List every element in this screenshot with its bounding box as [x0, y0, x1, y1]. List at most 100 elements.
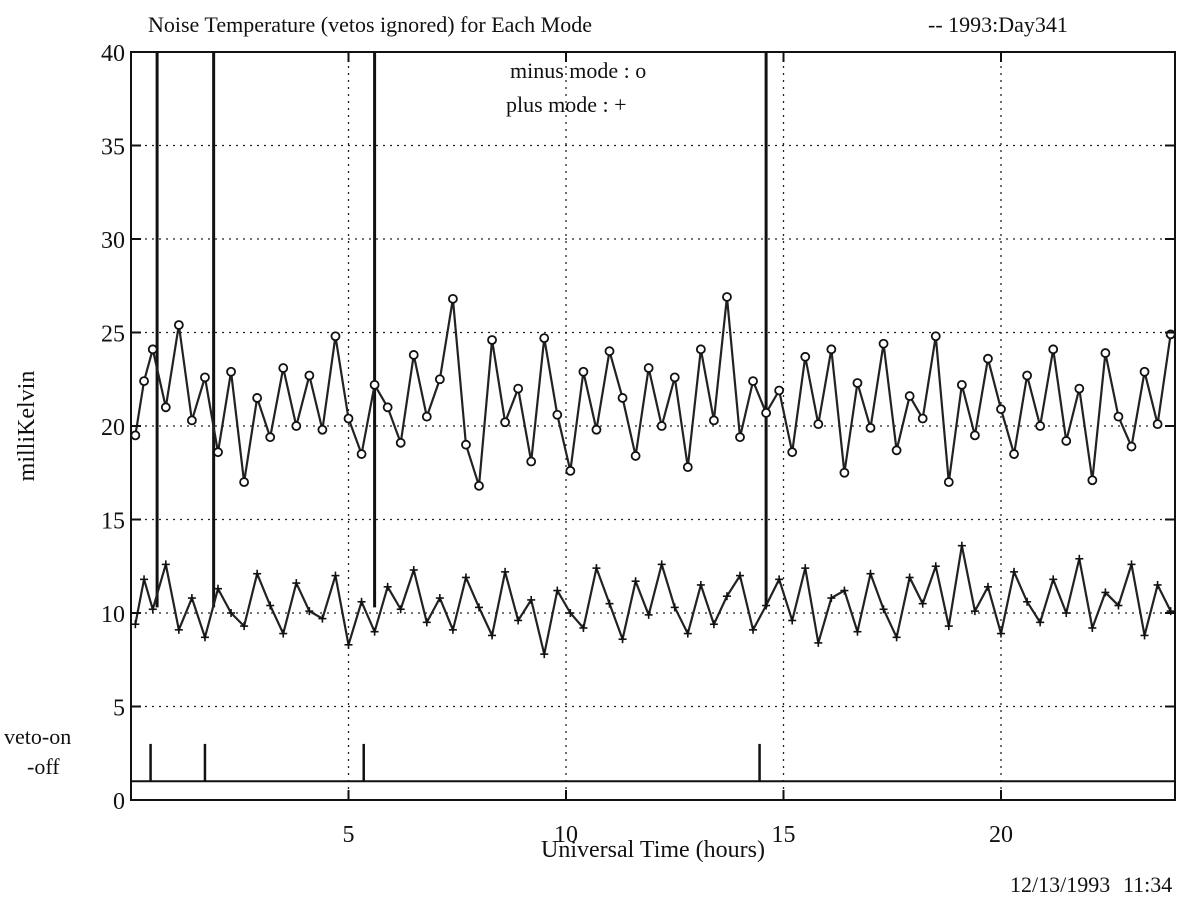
marker-circle	[735, 432, 745, 443]
marker-plus	[814, 638, 823, 647]
marker-plus	[161, 560, 170, 569]
marker-plus	[709, 620, 718, 629]
marker-plus	[1140, 631, 1149, 640]
marker-plus	[370, 627, 379, 636]
marker-plus	[970, 607, 979, 616]
marker-circle	[304, 370, 315, 381]
marker-circle	[1126, 441, 1137, 452]
marker-circle	[1061, 436, 1072, 446]
marker-circle	[578, 366, 589, 377]
marker-plus	[775, 575, 784, 584]
marker-plus	[801, 564, 810, 573]
marker-circle	[200, 372, 210, 383]
marker-plus	[540, 650, 549, 659]
marker-circle	[239, 477, 250, 488]
marker-circle	[130, 430, 141, 441]
marker-circle	[630, 451, 641, 461]
axis-ticks: 5 10 15 20 0 5 10 15 20 25 30 35 40	[101, 41, 1175, 848]
series-line-plus-mode	[134, 545, 1172, 655]
marker-plus	[253, 569, 262, 578]
marker-circle	[748, 376, 758, 387]
marker-circle	[160, 402, 171, 413]
marker-circle	[682, 462, 693, 473]
marker-circle	[356, 449, 367, 459]
x-axis-label: Universal Time (hours)	[541, 837, 765, 863]
marker-circle	[930, 331, 941, 342]
marker-plus	[957, 541, 966, 550]
x-tick-label: 5	[343, 822, 355, 848]
marker-plus	[1101, 588, 1110, 597]
legend-entry-plus: plus mode : +	[506, 92, 627, 117]
marker-plus	[501, 567, 510, 576]
marker-plus	[762, 601, 771, 610]
marker-circle	[434, 374, 445, 385]
print-time: 11:34	[1123, 872, 1173, 897]
marker-plus	[344, 640, 353, 649]
marker-circle	[526, 456, 537, 467]
marker-plus	[853, 627, 862, 636]
marker-plus	[618, 635, 627, 644]
marker-plus	[140, 575, 149, 584]
legend-entry-minus: minus mode : o	[510, 58, 646, 83]
marker-plus	[631, 577, 640, 586]
marker-plus	[131, 620, 140, 629]
marker-circle	[904, 391, 915, 401]
marker-plus	[905, 573, 914, 582]
marker-circle	[852, 378, 863, 388]
marker-circle	[343, 413, 354, 424]
marker-plus	[736, 571, 744, 580]
marker-circle	[421, 411, 432, 422]
marker-plus	[566, 609, 575, 617]
marker-plus	[422, 618, 431, 627]
marker-plus	[670, 603, 679, 612]
marker-plus	[240, 622, 249, 631]
marker-plus	[475, 603, 483, 612]
marker-plus	[605, 599, 614, 608]
marker-circle	[139, 376, 149, 387]
x-tick-label: 10	[554, 822, 578, 848]
marker-circle	[774, 385, 785, 396]
marker-circle	[330, 331, 341, 342]
grid-lines	[131, 52, 1175, 800]
marker-plus	[292, 579, 301, 588]
marker-circle	[147, 344, 158, 355]
marker-circle	[1074, 383, 1085, 394]
marker-plus	[788, 616, 797, 625]
marker-plus	[1049, 575, 1058, 584]
marker-circle	[1035, 421, 1046, 431]
marker-plus	[448, 625, 457, 634]
marker-circle	[970, 430, 980, 441]
marker-circle	[656, 421, 667, 431]
x-tick-label: 20	[989, 822, 1013, 848]
marker-plus	[918, 599, 927, 608]
marker-plus	[1127, 560, 1136, 569]
y-tick-label: 25	[101, 322, 125, 348]
marker-plus	[944, 622, 953, 631]
marker-circle	[996, 404, 1006, 415]
marker-plus	[383, 582, 392, 591]
marker-circle	[252, 393, 263, 403]
marker-plus	[227, 609, 236, 617]
marker-circle	[1113, 411, 1124, 422]
marker-plus	[214, 584, 222, 593]
y-tick-label: 20	[101, 415, 125, 441]
marker-circle	[173, 320, 184, 330]
marker-circle	[891, 445, 902, 456]
marker-circle	[878, 338, 889, 349]
marker-circle	[787, 447, 798, 458]
marker-plus	[461, 573, 470, 582]
marker-plus	[435, 594, 444, 603]
marker-plus	[488, 631, 497, 640]
series-markers	[130, 292, 1176, 659]
marker-plus	[1036, 618, 1045, 627]
marker-plus	[579, 623, 588, 632]
marker-plus	[187, 594, 196, 603]
marker-plus	[200, 633, 209, 642]
marker-circle	[1022, 370, 1032, 381]
marker-circle	[474, 480, 484, 491]
veto-marks	[131, 743, 1175, 783]
marker-circle	[461, 439, 471, 450]
marker-circle	[604, 346, 615, 357]
marker-circle	[1009, 449, 1019, 459]
